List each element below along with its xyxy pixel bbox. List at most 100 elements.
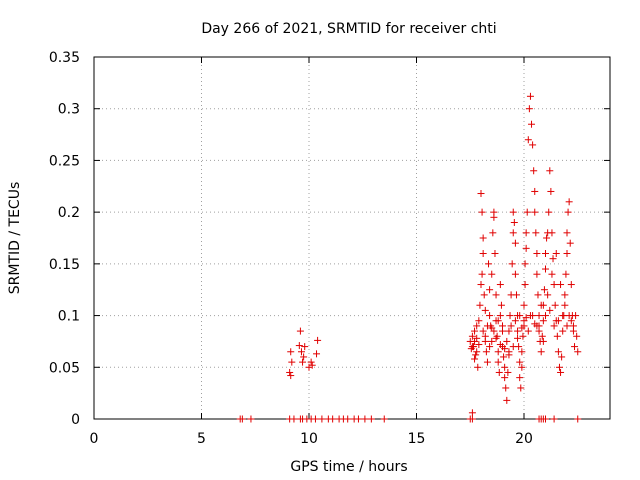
- data-point: [562, 270, 570, 278]
- data-point: [522, 314, 530, 322]
- data-point: [468, 343, 476, 351]
- data-point: [530, 167, 538, 175]
- data-point: [561, 291, 569, 299]
- data-point: [563, 229, 571, 237]
- data-point: [509, 208, 517, 216]
- data-point: [565, 198, 573, 206]
- data-point: [286, 368, 294, 376]
- data-point: [506, 312, 514, 320]
- data-point: [483, 358, 491, 366]
- data-point: [533, 250, 541, 258]
- data-point: [476, 301, 484, 309]
- data-point: [574, 348, 582, 356]
- data-point: [501, 374, 509, 382]
- data-point: [488, 324, 496, 332]
- x-tick-label: 10: [300, 431, 318, 447]
- data-point: [485, 260, 493, 268]
- data-point: [509, 343, 517, 351]
- data-point: [511, 317, 519, 325]
- data-point: [535, 312, 543, 320]
- data-point: [471, 355, 479, 363]
- data-point: [494, 317, 502, 325]
- data-point: [563, 250, 571, 258]
- data-point: [537, 301, 545, 309]
- data-point: [495, 368, 503, 376]
- data-point: [559, 327, 567, 335]
- data-point: [354, 415, 362, 423]
- data-point: [475, 317, 483, 325]
- data-point: [550, 281, 558, 289]
- data-point: [496, 281, 504, 289]
- data-point: [481, 337, 489, 345]
- data-point: [295, 342, 303, 350]
- data-point: [545, 208, 553, 216]
- data-point: [558, 353, 566, 361]
- data-point: [496, 341, 504, 349]
- data-point: [489, 229, 497, 237]
- data-point: [542, 250, 549, 258]
- data-point: [505, 327, 513, 335]
- data-point: [314, 336, 322, 344]
- data-point: [554, 348, 562, 356]
- data-point: [468, 409, 476, 417]
- data-point: [511, 239, 519, 247]
- data-point: [564, 208, 572, 216]
- data-point: [290, 415, 298, 423]
- data-point: [526, 312, 534, 320]
- data-point: [552, 250, 560, 258]
- data-point: [238, 415, 246, 423]
- data-point: [516, 358, 524, 366]
- data-point: [505, 351, 513, 359]
- data-point: [574, 415, 582, 423]
- data-point: [502, 384, 510, 392]
- y-tick-label: 0.1: [58, 309, 80, 325]
- data-point: [517, 384, 525, 392]
- data-point: [559, 312, 567, 320]
- data-point: [318, 415, 326, 423]
- data-point: [520, 301, 528, 309]
- data-point: [528, 120, 536, 128]
- y-tick-label: 0.15: [49, 257, 80, 273]
- data-point: [531, 208, 539, 216]
- data-point: [483, 322, 491, 330]
- x-tick-label: 5: [197, 431, 206, 447]
- data-point: [472, 351, 480, 359]
- data-point: [492, 334, 500, 342]
- data-point: [555, 363, 563, 371]
- data-point: [504, 368, 512, 376]
- data-point: [567, 317, 575, 325]
- x-tick-label: 0: [90, 431, 99, 447]
- data-point: [540, 286, 548, 294]
- data-point: [544, 291, 552, 299]
- data-point: [311, 415, 319, 423]
- data-point: [468, 332, 476, 340]
- data-point: [538, 332, 546, 340]
- data-point: [566, 239, 574, 247]
- data-point: [533, 270, 541, 278]
- data-point: [490, 208, 498, 216]
- data-point: [526, 92, 534, 100]
- data-point: [571, 343, 579, 351]
- data-point: [548, 229, 556, 237]
- x-tick-label: 15: [408, 431, 426, 447]
- data-point: [480, 291, 488, 299]
- data-point: [546, 306, 554, 314]
- data-point: [491, 250, 499, 258]
- data-point: [553, 332, 561, 340]
- data-point: [482, 348, 490, 356]
- data-point: [308, 361, 316, 369]
- data-point: [478, 208, 486, 216]
- data-point: [481, 306, 489, 314]
- data-point: [557, 281, 565, 289]
- data-point: [297, 348, 305, 356]
- data-point: [523, 208, 531, 216]
- data-point: [529, 141, 537, 149]
- data-point: [531, 320, 539, 328]
- grid: [94, 57, 610, 419]
- data-point: [557, 368, 565, 376]
- chart-title: Day 266 of 2021, SRMTID for receiver cht…: [201, 21, 496, 37]
- data-point: [549, 255, 557, 263]
- data-point: [479, 327, 487, 335]
- y-axis-label: SRMTID / TECUs: [7, 182, 23, 295]
